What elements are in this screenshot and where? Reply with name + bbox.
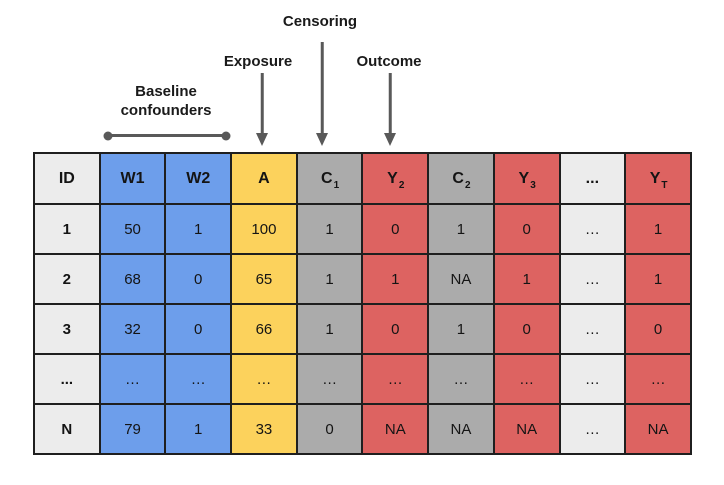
table-cell: 1 xyxy=(361,253,430,305)
table-row-ellipsis: ... … … … … … … … … … xyxy=(33,353,692,405)
header-subscript: 3 xyxy=(530,179,536,191)
table-cell: … xyxy=(164,353,233,405)
table-row: N 79 1 33 0 NA NA NA … NA xyxy=(33,403,692,455)
table-cell: NA xyxy=(427,253,495,305)
table-cell: NA xyxy=(492,403,561,455)
table-cell: … xyxy=(558,203,627,255)
table-cell: … xyxy=(295,353,364,405)
table-cell: 1 xyxy=(427,303,495,355)
table-cell: 65 xyxy=(230,253,298,305)
table-cell: 0 xyxy=(624,303,692,355)
header-cell-yt: YT xyxy=(624,152,692,205)
table-cell: 1 xyxy=(164,203,233,255)
table-cell: 0 xyxy=(164,253,233,305)
bracket-dot-icon xyxy=(103,131,113,140)
table-cell: 1 xyxy=(624,253,692,305)
table-cell: … xyxy=(361,353,430,405)
table-cell: 0 xyxy=(361,203,430,255)
header-label: A xyxy=(258,169,270,187)
baseline-confounders-label: Baseline confounders xyxy=(120,83,212,119)
table-cell: NA xyxy=(427,403,495,455)
table-cell: 0 xyxy=(164,303,233,355)
table-cell: 1 xyxy=(624,203,692,255)
header-label: ... xyxy=(585,169,600,187)
table-cell: … xyxy=(624,353,692,405)
header-cell-ellipsis: ... xyxy=(558,152,627,205)
table-row: 2 68 0 65 1 1 NA 1 … 1 xyxy=(33,253,692,305)
arrow-down-icon xyxy=(256,133,268,146)
table-cell: 1 xyxy=(295,253,364,305)
header-cell-w2: W2 xyxy=(164,152,233,205)
header-subscript: 1 xyxy=(333,179,340,191)
table-cell: ... xyxy=(33,353,101,405)
table-cell: NA xyxy=(361,403,430,455)
table-cell: 50 xyxy=(98,203,167,255)
header-label: Y xyxy=(518,169,530,187)
table-cell: … xyxy=(558,303,627,355)
table-row: 3 32 0 66 1 0 1 0 … 0 xyxy=(33,303,692,355)
table-cell: 68 xyxy=(98,253,167,305)
table-cell: 1 xyxy=(295,303,364,355)
header-label: Y xyxy=(387,169,398,187)
header-cell-y2: Y2 xyxy=(361,152,430,205)
table-cell: … xyxy=(558,403,627,455)
header-cell-y3: Y3 xyxy=(492,152,561,205)
table-cell: 0 xyxy=(492,203,561,255)
table-cell: 1 xyxy=(492,253,561,305)
header-subscript: 2 xyxy=(398,179,405,191)
header-label: C xyxy=(452,169,464,187)
header-cell-c2: C2 xyxy=(427,152,495,205)
header-subscript: T xyxy=(661,179,668,191)
bracket-dot-icon xyxy=(221,131,231,140)
header-cell-id: ID xyxy=(33,152,101,205)
header-label: W2 xyxy=(186,169,211,187)
outcome-arrow xyxy=(384,73,396,146)
table-cell: 1 xyxy=(33,203,101,255)
header-cell-a: A xyxy=(230,152,298,205)
header-label: ID xyxy=(58,169,75,187)
header-row: ID W1 W2 A C1 Y2 C2 Y3 ... YT xyxy=(33,152,692,205)
arrow-line xyxy=(320,42,324,135)
table-cell: N xyxy=(33,403,101,455)
table-cell: NA xyxy=(624,403,692,455)
table-cell: 1 xyxy=(164,403,233,455)
table-cell: 2 xyxy=(33,253,101,305)
header-subscript: 2 xyxy=(464,179,471,191)
table-cell: … xyxy=(558,253,627,305)
table-cell: 33 xyxy=(230,403,298,455)
table-cell: … xyxy=(492,353,561,405)
table-cell: 66 xyxy=(230,303,298,355)
data-table: ID W1 W2 A C1 Y2 C2 Y3 ... YT 1 50 1 100… xyxy=(33,152,692,455)
table-cell: … xyxy=(230,353,298,405)
arrow-down-icon xyxy=(384,133,396,146)
table-cell: 32 xyxy=(98,303,167,355)
table-cell: 0 xyxy=(492,303,561,355)
outcome-label: Outcome xyxy=(356,53,422,70)
table-cell: 0 xyxy=(295,403,364,455)
header-label: C xyxy=(321,169,333,187)
arrow-line xyxy=(260,73,264,135)
header-label: Y xyxy=(649,169,661,187)
table-cell: 0 xyxy=(361,303,430,355)
censoring-arrow xyxy=(316,42,328,146)
baseline-confounders-bracket xyxy=(103,131,231,140)
table-cell: 100 xyxy=(230,203,298,255)
table-cell: 1 xyxy=(295,203,364,255)
table-cell: … xyxy=(558,353,627,405)
exposure-arrow xyxy=(256,73,268,146)
arrow-down-icon xyxy=(316,133,328,146)
table-cell: … xyxy=(98,353,167,405)
header-cell-w1: W1 xyxy=(98,152,167,205)
table-cell: … xyxy=(427,353,495,405)
arrow-line xyxy=(388,73,392,135)
header-cell-c1: C1 xyxy=(295,152,364,205)
table-cell: 1 xyxy=(427,203,495,255)
table-cell: 79 xyxy=(98,403,167,455)
table-cell: 3 xyxy=(33,303,101,355)
header-label: W1 xyxy=(120,169,145,187)
censoring-label: Censoring xyxy=(282,13,358,30)
exposure-label: Exposure xyxy=(223,53,293,70)
table-row: 1 50 1 100 1 0 1 0 … 1 xyxy=(33,203,692,255)
